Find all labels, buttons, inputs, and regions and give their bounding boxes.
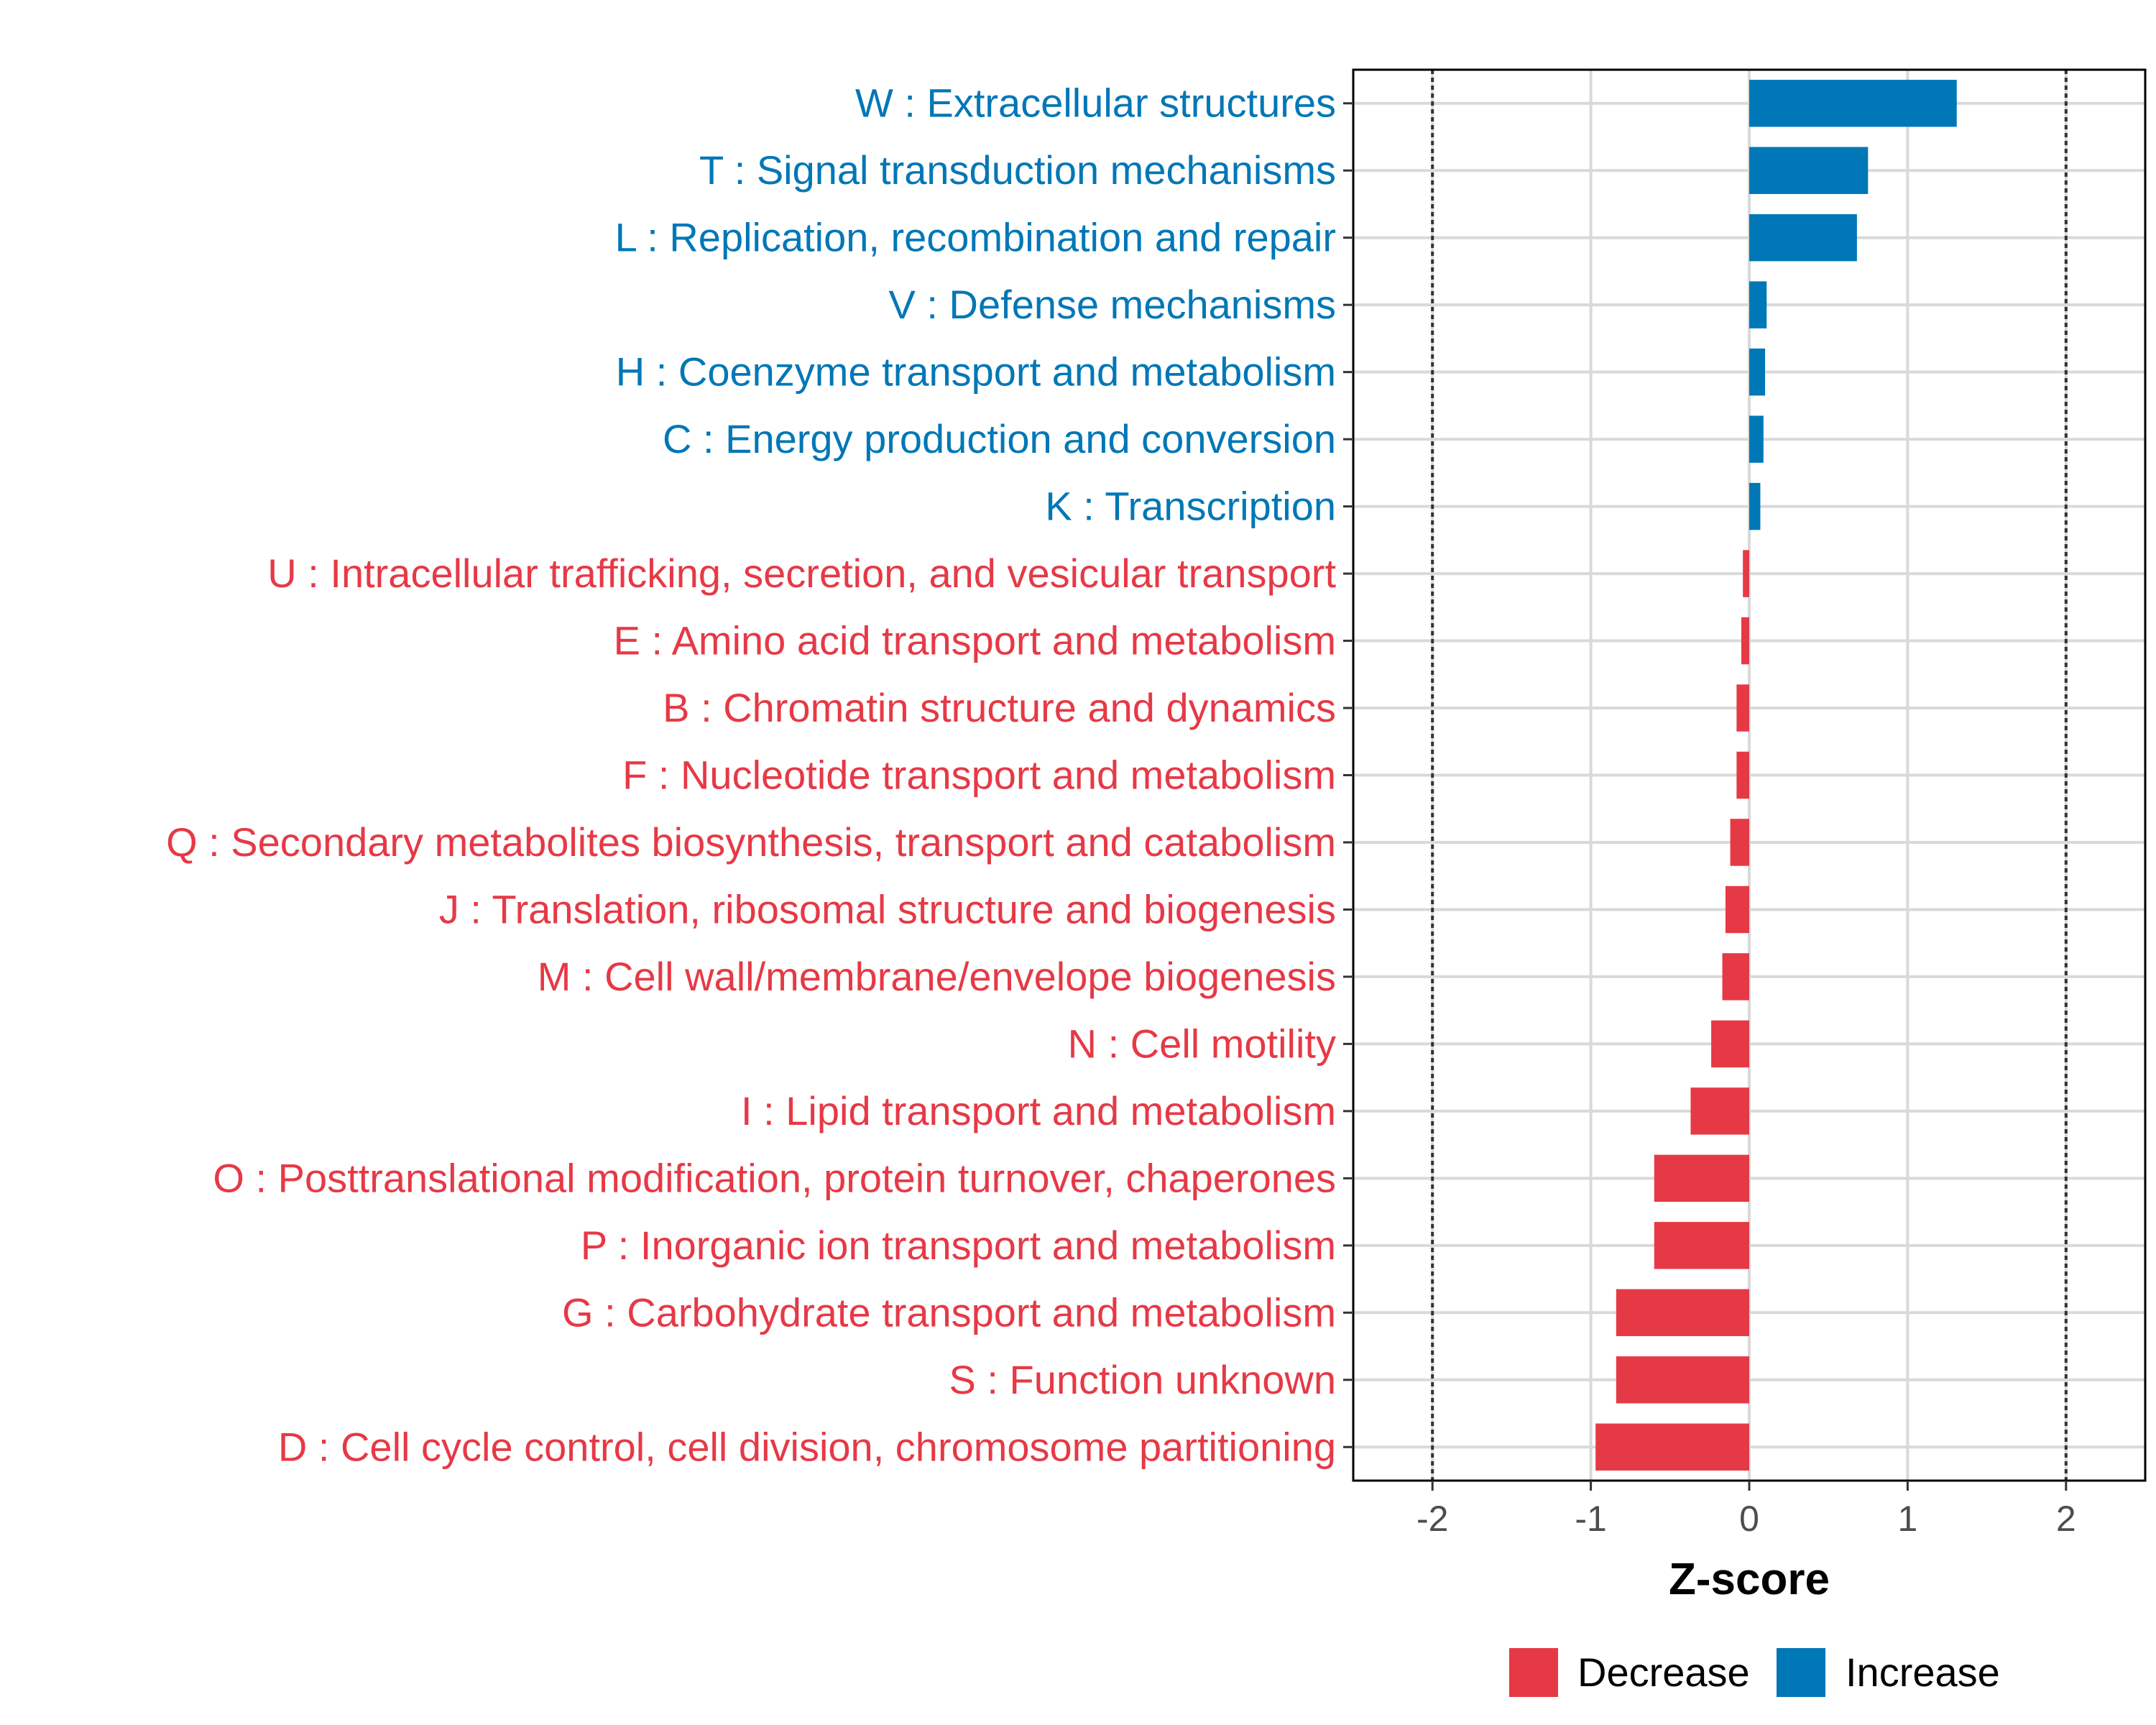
reference-lines xyxy=(1431,70,2068,1481)
bar xyxy=(1749,482,1761,530)
bar xyxy=(1743,550,1749,597)
ticks-layer: -2 -1 0 1 2 xyxy=(1343,102,2076,1539)
legend-swatch xyxy=(1509,1648,1558,1697)
category-label: Q : Secondary metabolites biosynthesis, … xyxy=(166,819,1336,865)
category-label: H : Coenzyme transport and metabolism xyxy=(616,349,1336,395)
bar xyxy=(1711,1020,1749,1068)
bar xyxy=(1736,751,1749,799)
category-label: P : Inorganic ion transport and metaboli… xyxy=(581,1223,1336,1268)
category-label: F : Nucleotide transport and metabolism xyxy=(622,753,1336,798)
legend-swatch xyxy=(1777,1648,1825,1697)
category-label: J : Translation, ribosomal structure and… xyxy=(439,886,1336,932)
x-tick-label: -1 xyxy=(1575,1499,1606,1539)
category-label: U : Intracellular trafficking, secretion… xyxy=(267,551,1336,596)
x-axis-title: Z-score xyxy=(1669,1555,1830,1604)
x-tick-label: 2 xyxy=(2056,1499,2076,1539)
bar xyxy=(1690,1087,1749,1135)
category-label: G : Carbohydrate transport and metabolis… xyxy=(562,1289,1336,1335)
legend-label: Increase xyxy=(1846,1650,2000,1695)
legend-label: Decrease xyxy=(1577,1650,1750,1695)
category-labels: W : Extracellular structures T : Signal t… xyxy=(166,80,1336,1470)
x-tick-label: 1 xyxy=(1897,1499,1917,1539)
bar xyxy=(1730,819,1749,866)
category-label: N : Cell motility xyxy=(1068,1021,1336,1066)
bar xyxy=(1722,953,1749,1000)
bar xyxy=(1654,1154,1749,1202)
category-label: T : Signal transduction mechanisms xyxy=(699,147,1336,193)
bar xyxy=(1595,1423,1749,1471)
category-label: E : Amino acid transport and metabolism xyxy=(614,618,1336,663)
legend: Decrease Increase xyxy=(1509,1648,2000,1697)
category-label: O : Posttranslational modification, prot… xyxy=(213,1155,1336,1200)
bar xyxy=(1749,80,1957,127)
bar xyxy=(1749,213,1857,262)
category-label: V : Defense mechanisms xyxy=(889,282,1336,327)
bar xyxy=(1725,886,1749,934)
category-label: K : Transcription xyxy=(1045,484,1336,529)
bar xyxy=(1741,617,1749,665)
bar xyxy=(1749,348,1766,396)
bars-layer xyxy=(1595,80,1957,1471)
category-label: L : Replication, recombination and repai… xyxy=(615,215,1336,260)
x-tick-label: -2 xyxy=(1416,1499,1448,1539)
category-label: W : Extracellular structures xyxy=(855,80,1336,126)
category-label: I : Lipid transport and metabolism xyxy=(741,1088,1336,1133)
bar xyxy=(1736,684,1749,732)
category-label: M : Cell wall/membrane/envelope biogenes… xyxy=(538,954,1336,999)
category-label: S : Function unknown xyxy=(949,1357,1336,1402)
category-label: D : Cell cycle control, cell division, c… xyxy=(278,1424,1336,1469)
bar xyxy=(1616,1289,1749,1337)
x-tick-label: 0 xyxy=(1739,1499,1759,1539)
category-label: B : Chromatin structure and dynamics xyxy=(663,685,1336,730)
bar xyxy=(1616,1356,1749,1404)
bar xyxy=(1749,147,1869,194)
category-label: C : Energy production and conversion xyxy=(663,416,1336,461)
bar xyxy=(1749,415,1764,463)
bar xyxy=(1749,281,1767,328)
bar xyxy=(1654,1222,1749,1269)
